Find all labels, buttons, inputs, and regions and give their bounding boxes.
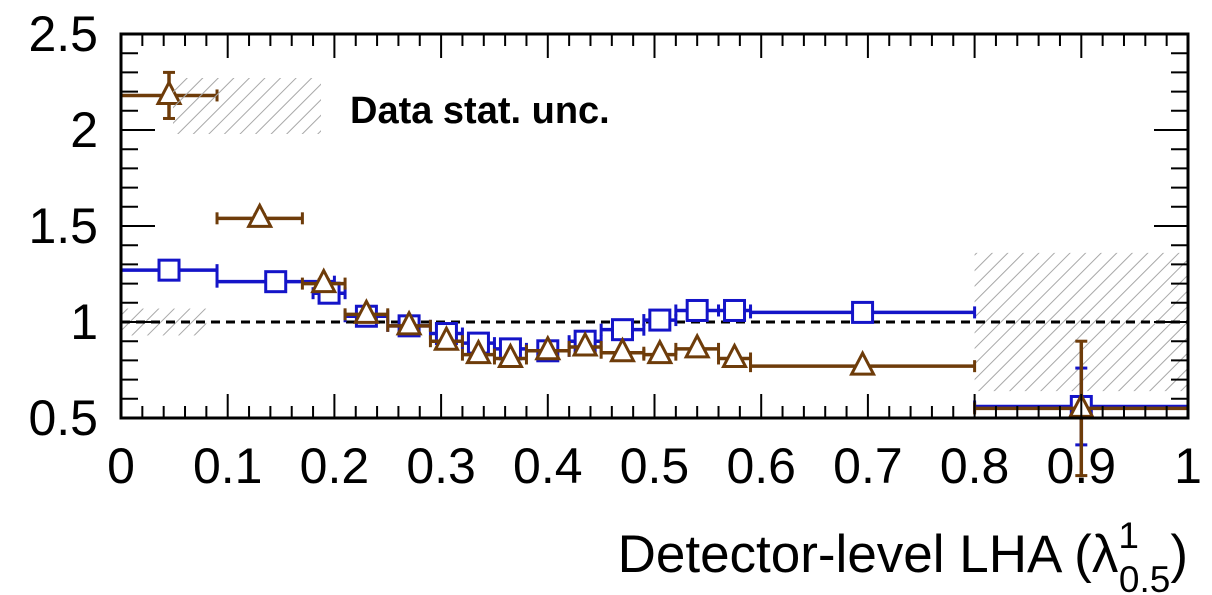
triangle-marker — [352, 298, 380, 324]
triangle-marker — [496, 342, 524, 368]
data-point — [749, 300, 977, 324]
data-point — [567, 330, 603, 357]
data-point — [599, 336, 646, 363]
x-tick-label: 0.2 — [300, 438, 370, 494]
y-tick-label: 0.5 — [28, 390, 98, 446]
x-tick-label: 0.5 — [620, 438, 690, 494]
data-point — [119, 258, 219, 282]
x-tick-label: 0.8 — [940, 438, 1010, 494]
triangle-marker — [609, 336, 636, 363]
triangle-marker — [849, 349, 877, 376]
data-point — [492, 342, 528, 368]
square-marker — [685, 298, 709, 322]
x-tick-label: 0.6 — [726, 438, 796, 494]
legend: Data stat. unc. — [173, 78, 610, 134]
square-marker — [851, 300, 875, 324]
triangle-marker — [246, 202, 274, 228]
triangle-marker — [432, 324, 460, 351]
data-point — [343, 298, 390, 324]
x-tick-label: 0 — [107, 438, 135, 494]
data-point — [300, 267, 347, 294]
triangle-marker — [571, 330, 599, 357]
data-point — [674, 298, 721, 322]
y-tick-label: 1.5 — [28, 198, 98, 254]
data-point — [599, 318, 646, 342]
x-tick-label: 0.4 — [513, 438, 583, 494]
triangle-marker — [534, 334, 562, 361]
legend-swatch-hatched — [173, 78, 321, 134]
data-point — [674, 332, 721, 359]
data-point — [642, 308, 678, 332]
data-point — [428, 324, 464, 351]
triangle-marker — [646, 338, 674, 365]
series — [119, 70, 1190, 478]
x-axis-title: Detector-level LHA (λ1 0.5) — [618, 515, 1188, 595]
x-tick-label: 0.9 — [1047, 438, 1117, 494]
data-point — [749, 349, 977, 376]
data-point — [215, 202, 304, 228]
triangle-marker — [395, 309, 423, 336]
y-tick-label: 2.5 — [28, 6, 98, 62]
legend-label: Data stat. unc. — [350, 90, 610, 132]
triangle-marker — [683, 332, 711, 359]
data-point — [215, 270, 336, 294]
x-tick-label: 0.1 — [193, 438, 263, 494]
y-tick-label: 1 — [70, 294, 98, 350]
x-tick-label: 0.3 — [406, 438, 476, 494]
square-marker — [648, 308, 672, 332]
triangle-marker — [721, 342, 749, 368]
square-marker — [723, 298, 747, 322]
data-point — [642, 338, 678, 365]
data-point — [460, 338, 496, 365]
triangle-marker — [310, 267, 338, 294]
x-tick-labels: 0 0.1 0.2 0.3 0.4 0.5 0.6 0.7 0.8 0.9 1 — [107, 438, 1202, 494]
triangle-marker — [464, 338, 492, 365]
data-point — [524, 334, 571, 361]
square-marker — [157, 258, 181, 282]
y-tick-labels: 0.5 1 1.5 2 2.5 — [28, 6, 98, 446]
square-marker — [264, 270, 288, 294]
data-point — [717, 342, 753, 368]
axis-ticks — [120, 33, 1189, 419]
data-point — [386, 309, 432, 336]
x-tick-label: 1 — [1174, 438, 1202, 494]
y-tick-label: 2 — [70, 102, 98, 158]
data-point — [717, 298, 753, 322]
x-tick-label: 0.7 — [833, 438, 903, 494]
